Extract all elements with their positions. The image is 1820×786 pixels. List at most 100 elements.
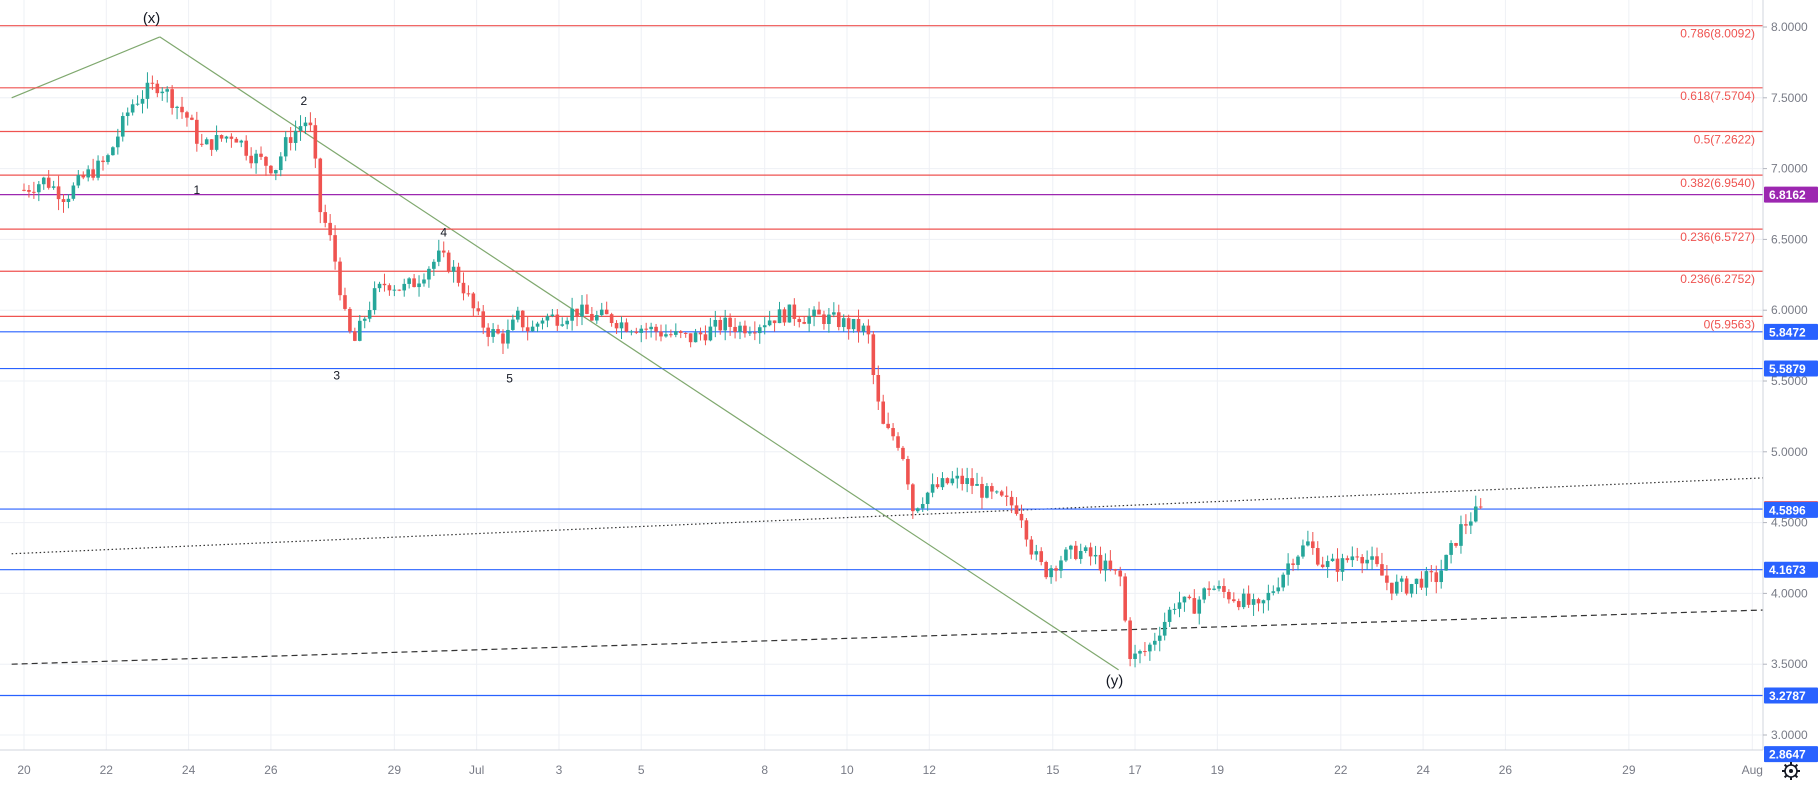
candle-body[interactable] (496, 329, 500, 334)
candle-body[interactable] (718, 319, 723, 331)
candle-body[interactable] (812, 309, 816, 317)
candle-body[interactable] (925, 492, 930, 504)
candle-body[interactable] (1014, 505, 1019, 514)
candle-body[interactable] (787, 304, 792, 323)
candle-body[interactable] (980, 483, 984, 498)
candle-body[interactable] (1256, 599, 1261, 604)
candle-body[interactable] (407, 278, 411, 284)
candle-body[interactable] (1207, 588, 1211, 590)
candle-body[interactable] (871, 334, 876, 375)
candle-body[interactable] (1350, 556, 1355, 561)
candle-body[interactable] (1098, 554, 1103, 571)
candle-body[interactable] (367, 310, 372, 319)
trend-line[interactable] (11, 607, 1820, 665)
candle-body[interactable] (491, 329, 495, 337)
candle-body[interactable] (629, 331, 634, 333)
candle-body[interactable] (1390, 582, 1394, 594)
candle-body[interactable] (832, 312, 836, 315)
candle-body[interactable] (1044, 562, 1048, 578)
candle-body[interactable] (466, 293, 471, 295)
candle-body[interactable] (1281, 574, 1285, 588)
candle-body[interactable] (1355, 556, 1360, 558)
candle-body[interactable] (1345, 558, 1350, 561)
candle-body[interactable] (1004, 495, 1009, 497)
candle-body[interactable] (140, 98, 145, 104)
candle-body[interactable] (501, 333, 505, 344)
candle-body[interactable] (1187, 596, 1192, 599)
candle-body[interactable] (1133, 653, 1137, 659)
candle-body[interactable] (1473, 506, 1478, 522)
candle-body[interactable] (1177, 602, 1182, 609)
candle-body[interactable] (1073, 545, 1078, 559)
candle-body[interactable] (1153, 640, 1157, 645)
candle-body[interactable] (293, 130, 298, 143)
candle-body[interactable] (604, 309, 609, 315)
candle-body[interactable] (397, 289, 402, 291)
candle-body[interactable] (130, 104, 135, 113)
candle-body[interactable] (1212, 588, 1216, 590)
candle-body[interactable] (402, 283, 407, 291)
time-axis[interactable] (0, 750, 1763, 786)
candle-body[interactable] (1034, 551, 1039, 555)
candle-body[interactable] (451, 266, 456, 272)
candle-body[interactable] (599, 309, 604, 316)
candle-body[interactable] (1404, 578, 1409, 594)
candle-body[interactable] (1059, 560, 1063, 571)
candle-body[interactable] (1340, 558, 1345, 572)
candle-body[interactable] (530, 326, 535, 332)
candle-body[interactable] (111, 147, 115, 156)
candle-body[interactable] (1069, 545, 1073, 550)
candle-body[interactable] (56, 186, 61, 200)
candle-body[interactable] (441, 250, 446, 253)
candle-body[interactable] (209, 139, 214, 150)
candle-body[interactable] (619, 322, 624, 329)
candle-body[interactable] (170, 89, 174, 108)
candle-body[interactable] (1429, 571, 1434, 573)
candle-body[interactable] (427, 268, 431, 280)
candle-body[interactable] (66, 198, 71, 203)
candle-body[interactable] (1227, 591, 1231, 600)
candle-body[interactable] (417, 283, 421, 288)
candle-body[interactable] (920, 503, 925, 509)
candle-body[interactable] (214, 135, 219, 150)
candle-body[interactable] (1202, 588, 1206, 600)
trend-line[interactable] (159, 36, 1119, 671)
candle-body[interactable] (432, 261, 436, 269)
candle-body[interactable] (975, 483, 979, 486)
candle-body[interactable] (46, 177, 51, 188)
candle-body[interactable] (234, 138, 239, 143)
candle-body[interactable] (1459, 524, 1463, 546)
candle-body[interactable] (595, 315, 599, 321)
candle-body[interactable] (550, 314, 555, 317)
candle-body[interactable] (985, 486, 989, 498)
candle-body[interactable] (283, 137, 288, 157)
candle-body[interactable] (1306, 541, 1310, 546)
candle-body[interactable] (1325, 561, 1330, 568)
candle-body[interactable] (644, 328, 648, 330)
candle-body[interactable] (1424, 571, 1429, 588)
candle-body[interactable] (224, 136, 229, 139)
candle-body[interactable] (851, 318, 856, 330)
candle-body[interactable] (165, 89, 170, 92)
candle-body[interactable] (896, 436, 900, 448)
candle-body[interactable] (688, 333, 693, 343)
candle-body[interactable] (792, 304, 797, 319)
candle-body[interactable] (1286, 563, 1290, 575)
candle-body[interactable] (288, 137, 293, 143)
candle-body[interactable] (767, 320, 772, 326)
candle-body[interactable] (891, 428, 895, 437)
candle-body[interactable] (1360, 557, 1364, 564)
candle-body[interactable] (772, 320, 777, 324)
candle-body[interactable] (575, 308, 579, 317)
candle-body[interactable] (436, 250, 441, 262)
candle-body[interactable] (1469, 521, 1473, 526)
candle-body[interactable] (106, 155, 110, 163)
candle-body[interactable] (303, 122, 308, 127)
candle-body[interactable] (1296, 556, 1300, 565)
candle-body[interactable] (1419, 578, 1424, 588)
candle-body[interactable] (1143, 651, 1147, 653)
candle-body[interactable] (906, 459, 910, 485)
candle-body[interactable] (639, 328, 644, 333)
candle-body[interactable] (1241, 593, 1246, 608)
candle-body[interactable] (264, 156, 268, 166)
